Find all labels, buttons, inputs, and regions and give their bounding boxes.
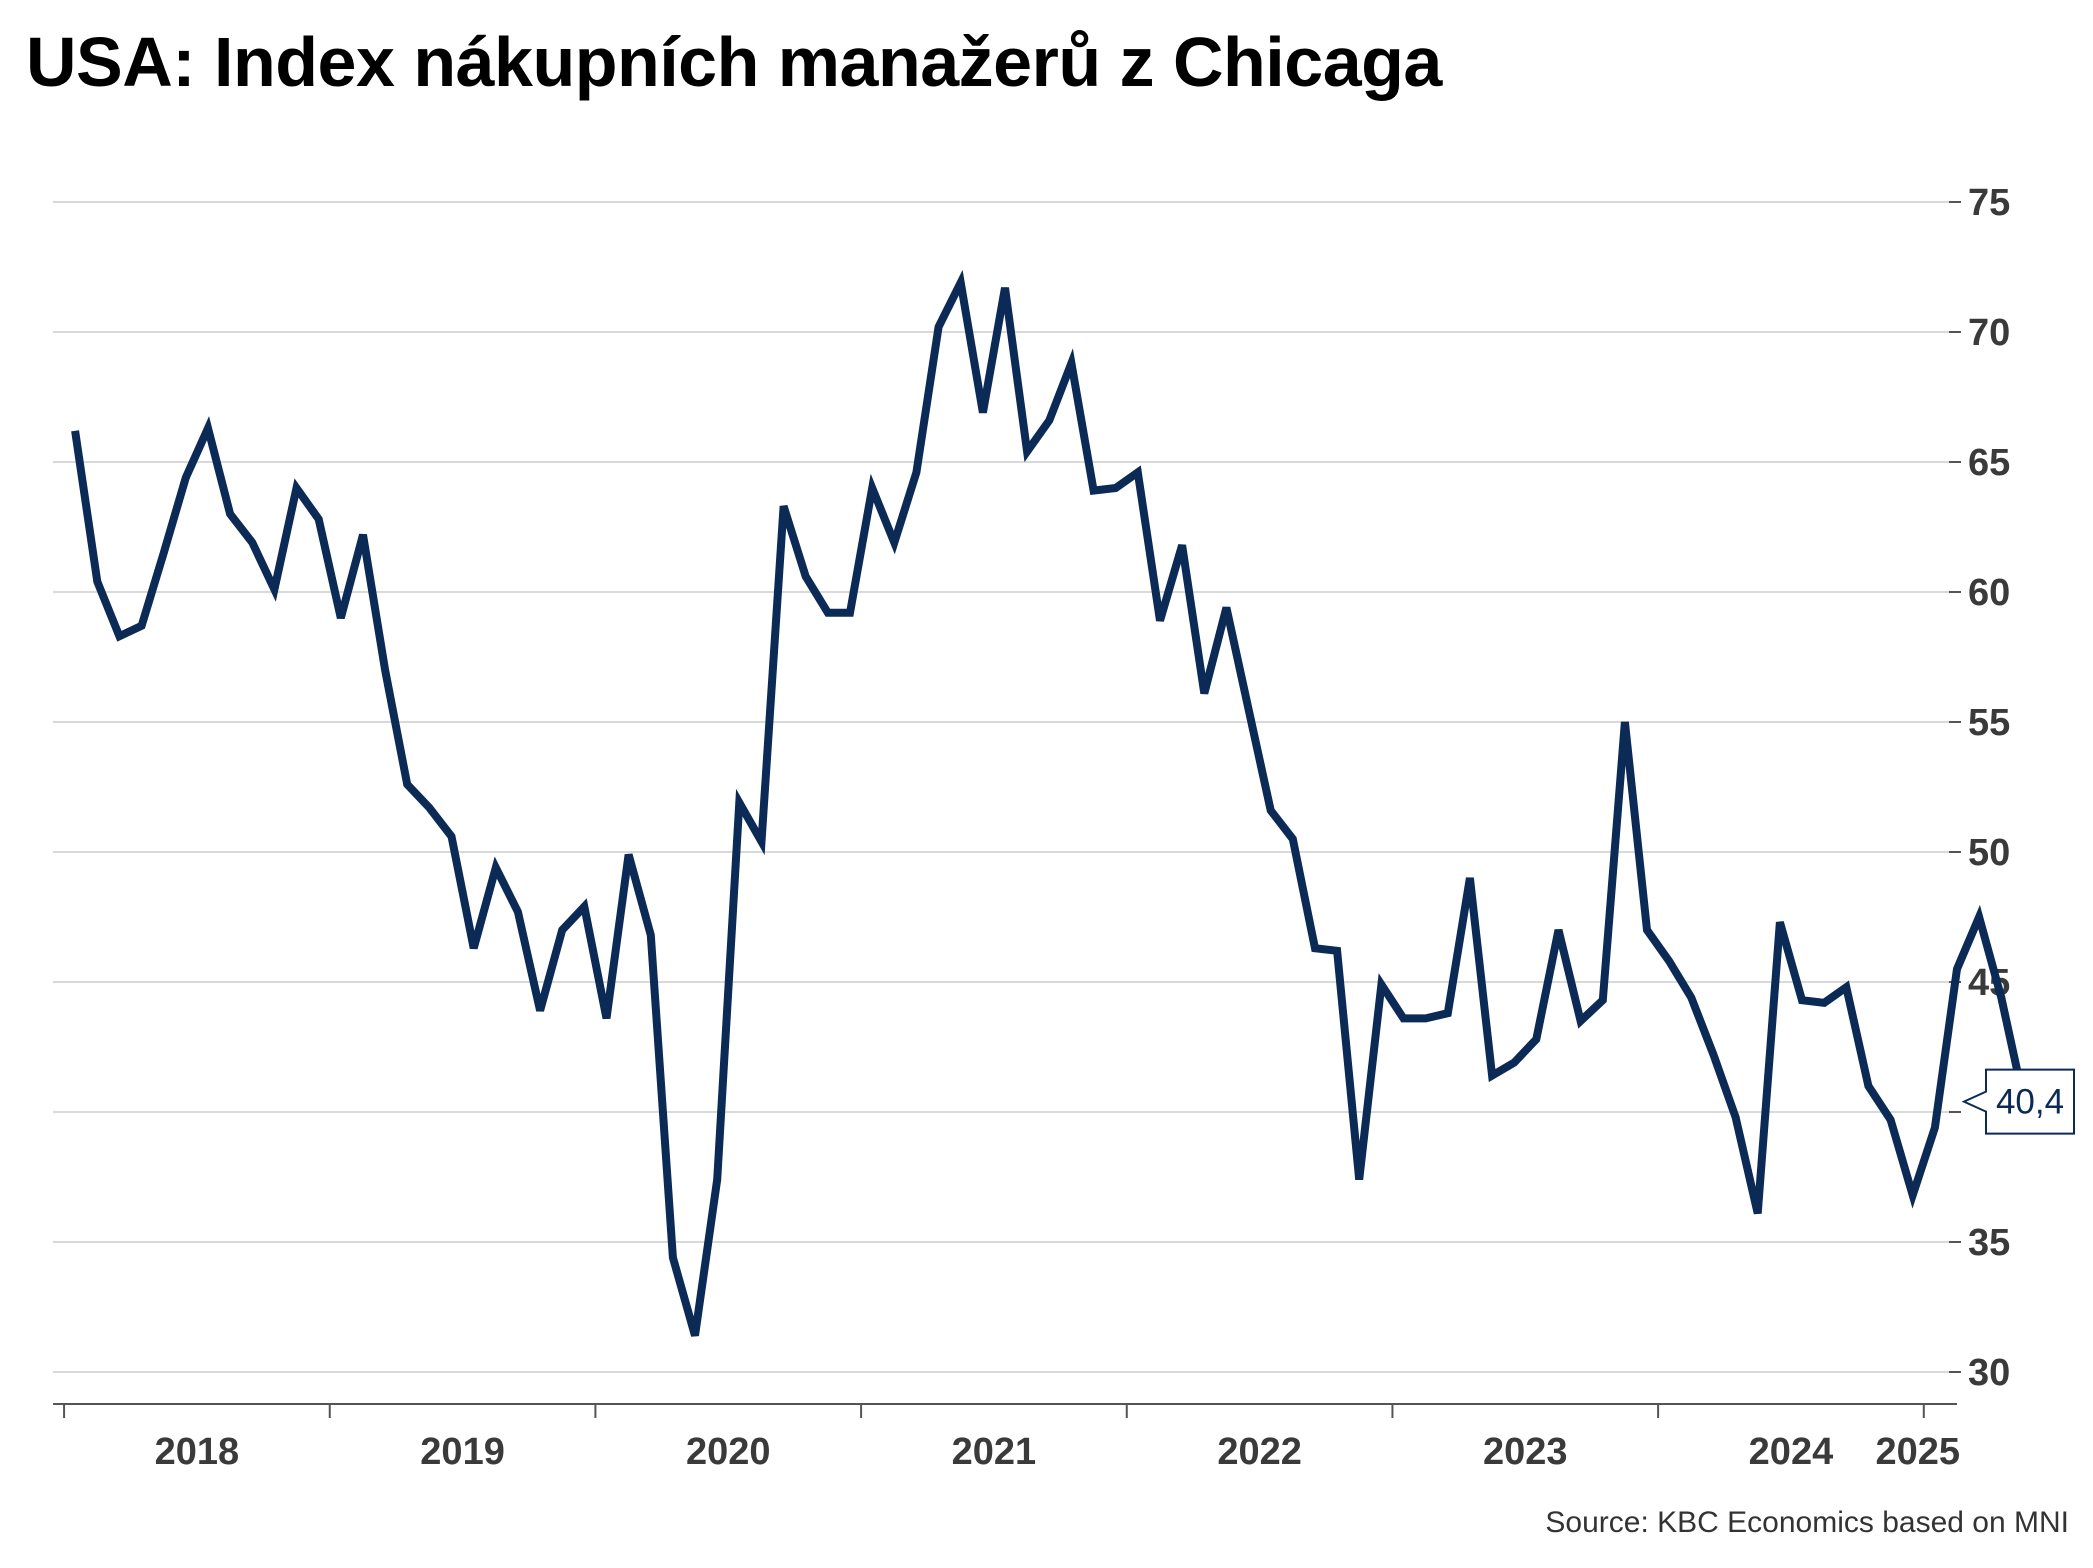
source-note: Source: KBC Economics based on MNI <box>1545 1506 2069 1539</box>
x-axis: 2018 2019 2020 2021 2022 2023 2024 2025 <box>53 1403 1960 1473</box>
last-value-callout: 40,4 <box>1961 1068 2075 1135</box>
x-tick-label-2024: 2024 <box>1749 1431 1834 1473</box>
x-tick-label-2018: 2018 <box>155 1431 240 1473</box>
series-line-0 <box>71 269 2047 1337</box>
gridlines <box>53 201 1949 1373</box>
last-value-box <box>1961 1068 2075 1135</box>
x-tick-label-2022: 2022 <box>1217 1431 1302 1473</box>
y-tick-label-50: 50 <box>1968 832 2010 874</box>
x-tick-label-2021: 2021 <box>952 1431 1037 1473</box>
x-tick-label-2019: 2019 <box>420 1431 505 1473</box>
y-tick-label-55: 55 <box>1968 702 2010 744</box>
y-tick-label-35: 35 <box>1968 1222 2010 1264</box>
last-value-label: 40,4 <box>1996 1083 2064 1122</box>
x-tick-label-2023: 2023 <box>1483 1431 1568 1473</box>
chart-title: USA: Index nákupních manažerů z Chicaga <box>26 23 1442 101</box>
x-tick-label-2020: 2020 <box>686 1431 771 1473</box>
y-tick-label-65: 65 <box>1968 442 2010 484</box>
y-tick-label-75: 75 <box>1968 182 2010 224</box>
y-tick-label-70: 70 <box>1968 312 2010 354</box>
y-tick-label-30: 30 <box>1968 1352 2010 1394</box>
x-tick-label-2025: 2025 <box>1875 1431 1960 1473</box>
y-tick-label-60: 60 <box>1968 572 2010 614</box>
series-group <box>71 269 2047 1337</box>
